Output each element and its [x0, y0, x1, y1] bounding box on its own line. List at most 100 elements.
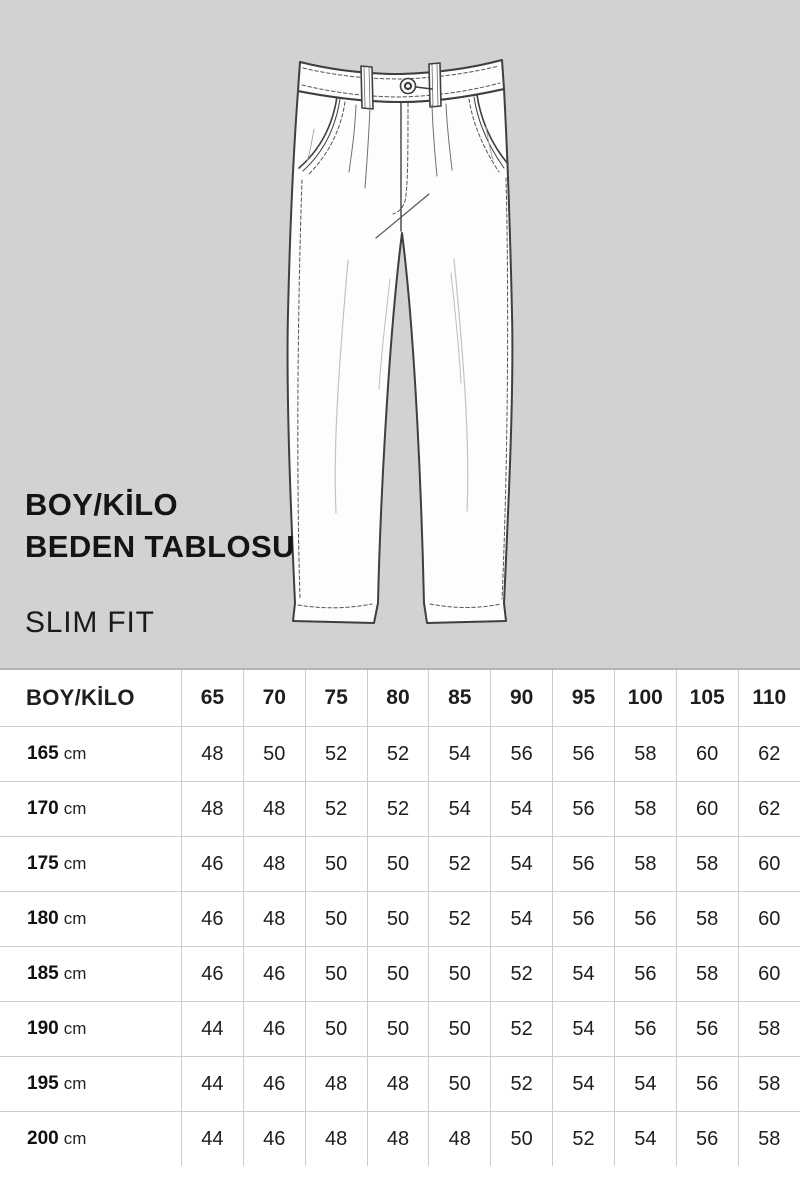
size-cell: 56	[490, 726, 553, 782]
height-unit: cm	[63, 1129, 87, 1148]
table-row: 195 cm 44 46 48 48 50 52 54 54 56 58	[0, 1056, 800, 1112]
size-cell: 58	[737, 1056, 800, 1112]
size-table: BOY/KİLO 65 70 75 80 85 90 95 100 105 110 165 cm 48…	[0, 670, 800, 1166]
waistband	[297, 59, 505, 103]
size-cell: 58	[613, 836, 677, 892]
height-unit: cm	[63, 1019, 87, 1038]
waistband-stitch-bottom	[301, 82, 501, 98]
size-cell: 48	[242, 891, 306, 947]
size-cell: 56	[675, 1056, 739, 1112]
weight-header: 100	[613, 670, 677, 727]
pleat-marks	[348, 103, 453, 189]
leg-crease-lines	[334, 258, 469, 514]
size-cell: 46	[181, 891, 244, 947]
height-value: 165	[27, 743, 59, 764]
crease-diagonal	[375, 193, 430, 239]
trousers-body	[286, 88, 514, 624]
height-label: 170 cm	[0, 782, 182, 837]
weight-header: 65	[181, 670, 244, 727]
height-label: 200 cm	[0, 1112, 182, 1167]
size-cell: 56	[552, 726, 615, 782]
size-cell: 60	[737, 946, 800, 1002]
size-cell: 48	[366, 1111, 429, 1166]
size-cell: 46	[242, 1001, 306, 1057]
weight-header: 80	[366, 670, 429, 727]
weight-header: 105	[675, 670, 739, 727]
size-cell: 50	[428, 1056, 491, 1112]
size-cell: 56	[613, 1001, 677, 1057]
size-cell: 44	[181, 1001, 244, 1057]
fit-label: SLIM FIT	[25, 606, 155, 639]
size-cell: 58	[675, 891, 739, 947]
height-value: 190	[27, 1018, 59, 1039]
waistband-stitch-top	[302, 65, 500, 80]
size-cell: 50	[304, 836, 368, 892]
size-cell: 58	[737, 1001, 800, 1057]
size-cell: 52	[428, 891, 491, 947]
size-cell: 52	[490, 1001, 553, 1057]
size-cell: 52	[304, 781, 368, 837]
size-cell: 54	[552, 946, 615, 1002]
size-cell: 58	[675, 946, 739, 1002]
pocket-right	[468, 94, 509, 173]
size-cell: 62	[737, 781, 800, 837]
height-value: 195	[27, 1073, 59, 1094]
height-label: 195 cm	[0, 1057, 182, 1112]
size-cell: 44	[181, 1056, 244, 1112]
height-label: 180 cm	[0, 892, 182, 947]
trousers-illustration	[286, 59, 514, 624]
size-cell: 44	[181, 1111, 244, 1166]
size-cell: 50	[242, 726, 306, 782]
height-label: 175 cm	[0, 837, 182, 892]
weight-header: 70	[242, 670, 306, 727]
title-block: BOY/KİLO BEDEN TABLOSU	[25, 484, 295, 568]
pleat-marks-faint	[306, 126, 494, 163]
size-cell: 54	[428, 726, 491, 782]
table-row: 175 cm 46 48 50 50 52 54 56 58 58 60	[0, 836, 800, 892]
size-cell: 56	[675, 1001, 739, 1057]
size-cell: 60	[675, 781, 739, 837]
weight-header: 110	[737, 670, 800, 727]
table-row: 190 cm 44 46 50 50 50 52 54 56 56 58	[0, 1001, 800, 1057]
size-cell: 46	[242, 946, 306, 1002]
height-unit: cm	[63, 799, 87, 818]
size-cell: 54	[428, 781, 491, 837]
size-cell: 46	[181, 946, 244, 1002]
table-row: 185 cm 46 46 50 50 50 52 54 56 58 60	[0, 946, 800, 1002]
size-cell: 56	[675, 1111, 739, 1166]
page-title-line1: BOY/KİLO	[25, 487, 179, 522]
height-label: 165 cm	[0, 727, 182, 782]
size-cell: 48	[242, 781, 306, 837]
size-cell: 54	[552, 1001, 615, 1057]
size-cell: 58	[737, 1111, 800, 1166]
height-value: 180	[27, 908, 59, 929]
height-label: 185 cm	[0, 947, 182, 1002]
table-row: 165 cm 48 50 52 52 54 56 56 58 60 62	[0, 726, 800, 782]
size-cell: 50	[490, 1111, 553, 1166]
weight-header: 90	[490, 670, 553, 727]
size-cell: 50	[304, 891, 368, 947]
height-value: 175	[27, 853, 59, 874]
size-cell: 48	[428, 1111, 491, 1166]
size-cell: 54	[613, 1111, 677, 1166]
hero-section: BOY/KİLO BEDEN TABLOSU SLIM FIT	[0, 0, 800, 670]
size-table-header-row: BOY/KİLO 65 70 75 80 85 90 95 100 105 110	[0, 670, 800, 727]
size-cell: 50	[428, 946, 491, 1002]
size-cell: 54	[613, 1056, 677, 1112]
size-cell: 50	[366, 1001, 429, 1057]
height-label: 190 cm	[0, 1002, 182, 1057]
size-cell: 56	[552, 781, 615, 837]
corner-header: BOY/KİLO	[26, 685, 135, 710]
size-cell: 52	[304, 726, 368, 782]
size-cell: 52	[552, 1111, 615, 1166]
size-cell: 48	[181, 781, 244, 837]
table-row: 200 cm 44 46 48 48 48 50 52 54 56 58	[0, 1111, 800, 1167]
size-cell: 58	[613, 781, 677, 837]
size-cell: 56	[613, 946, 677, 1002]
size-cell: 56	[552, 891, 615, 947]
size-cell: 60	[675, 726, 739, 782]
height-unit: cm	[63, 909, 87, 928]
size-cell: 50	[366, 891, 429, 947]
size-cell: 58	[613, 726, 677, 782]
